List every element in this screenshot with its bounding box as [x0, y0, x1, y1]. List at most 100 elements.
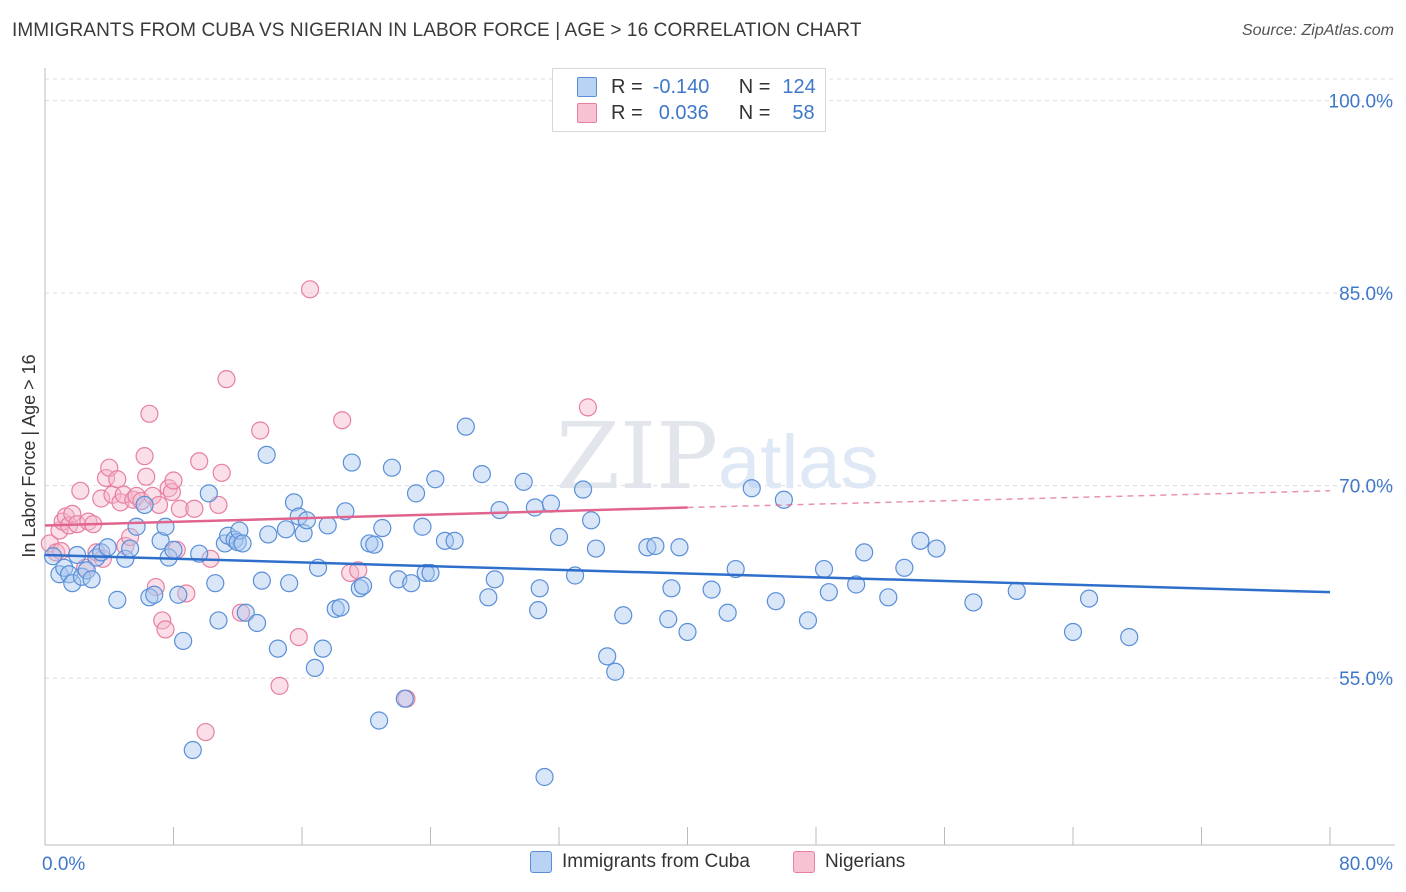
cuba-point [678, 622, 697, 642]
cuba-point [1120, 627, 1139, 647]
cuba-point [350, 579, 369, 598]
nigerians-point [217, 370, 236, 389]
cuba-point [233, 534, 252, 553]
legend-item-cuba: Immigrants from Cuba [530, 851, 750, 873]
cuba-point [535, 767, 554, 787]
cuba-point [336, 502, 355, 521]
stats-row-cuba: R = -0.140 N = 124 [577, 74, 816, 100]
nigerians-point [300, 280, 320, 299]
cuba-point [819, 583, 838, 602]
series-cuba-points [43, 417, 1139, 787]
nigerians-point [79, 512, 98, 531]
cuba-point [313, 639, 332, 658]
cuba-point [911, 531, 930, 550]
cuba-point [573, 480, 593, 499]
legend-label-nigerians: Nigerians [825, 851, 906, 872]
cuba-point [190, 544, 209, 563]
cuba-point [670, 538, 689, 557]
cuba-point [1079, 589, 1099, 608]
cuba-point [98, 538, 117, 557]
cuba-point [247, 613, 267, 633]
nigerians-point [231, 603, 251, 622]
nigerians-point [190, 452, 209, 471]
cuba-point [662, 579, 681, 598]
x-tick-label: 80.0% [1339, 854, 1393, 875]
trend-lines [44, 490, 1331, 594]
cuba-point [529, 601, 548, 620]
cuba-point [426, 470, 445, 489]
cuba-point [342, 453, 361, 472]
cuba-point [297, 511, 316, 530]
cuba-point [116, 549, 135, 568]
r-label: R = [611, 75, 643, 98]
watermark-zip: ZIP [556, 403, 718, 510]
nigerians-point [162, 482, 181, 502]
cuba-point [140, 588, 159, 607]
cuba-point [798, 611, 818, 630]
nigerians-point [212, 463, 231, 482]
tick-labels: 55.0% 70.0% 85.0% 100.0% 0.0% 80.0% [42, 92, 1393, 875]
cuba-point [742, 479, 761, 498]
cuba-point [702, 580, 721, 599]
cuba-point [259, 525, 278, 544]
cuba-point [530, 579, 549, 598]
cuba-point [151, 531, 170, 550]
nigerians-point [108, 470, 127, 489]
chart-source: Source: ZipAtlas.com [1241, 22, 1394, 39]
legend-item-nigerians: Nigerians [793, 851, 905, 873]
nigerians-point [333, 411, 352, 430]
cuba-point [726, 559, 745, 579]
cuba-point [435, 531, 455, 550]
r-value: 0.036 [658, 101, 709, 124]
nigerians-point [140, 404, 159, 423]
n-value: 58 [792, 101, 815, 124]
nigerians-point [270, 676, 289, 695]
axes [44, 68, 1395, 846]
r-value: -0.140 [652, 75, 710, 98]
cuba-point [964, 593, 983, 612]
nigerians-point [92, 489, 111, 508]
cuba-point [209, 611, 228, 630]
cuba-point [268, 639, 288, 658]
nigerians-point [185, 499, 204, 518]
nigerians-point [170, 499, 190, 518]
cuba-point [382, 458, 402, 477]
cuba-point [257, 445, 276, 464]
nigerians-trend-extension [687, 490, 1331, 509]
cuba-point [514, 472, 533, 491]
cuba-point [814, 559, 834, 579]
cuba-point [718, 603, 737, 622]
nigerians-point [93, 549, 112, 568]
y-tick-label: 55.0% [1339, 669, 1393, 690]
cuba-point [847, 575, 866, 594]
cuba-point [331, 598, 350, 617]
cuba-point [108, 590, 127, 609]
r-label: R = [611, 101, 643, 124]
cuba-point [395, 689, 414, 708]
nigerians-point [196, 722, 215, 742]
cuba-point [479, 588, 498, 607]
cuba-point [586, 539, 606, 558]
cuba-point [82, 570, 101, 589]
cuba-point [659, 610, 678, 629]
cuba-point [1063, 622, 1083, 642]
cuba-swatch [577, 77, 597, 97]
cuba-point [199, 484, 218, 503]
cuba-point [236, 603, 255, 622]
nigerians-point [137, 467, 156, 486]
watermark-atlas: atlas [718, 420, 879, 505]
n-label: N = [738, 75, 771, 98]
cuba-point [145, 585, 164, 604]
cuba-point [855, 543, 874, 562]
y-axis-label: In Labor Force | Age > 16 [19, 354, 39, 557]
cuba-point [485, 570, 504, 589]
cuba-point [582, 511, 601, 530]
cuba-point [305, 658, 324, 678]
series-legend: Immigrants from Cuba Nigerians [0, 851, 1406, 879]
cuba-point [646, 536, 665, 556]
cuba-point [445, 531, 464, 550]
legend-label-cuba: Immigrants from Cuba [562, 851, 750, 872]
cuba-point [472, 465, 491, 484]
cuba-point [416, 563, 435, 583]
